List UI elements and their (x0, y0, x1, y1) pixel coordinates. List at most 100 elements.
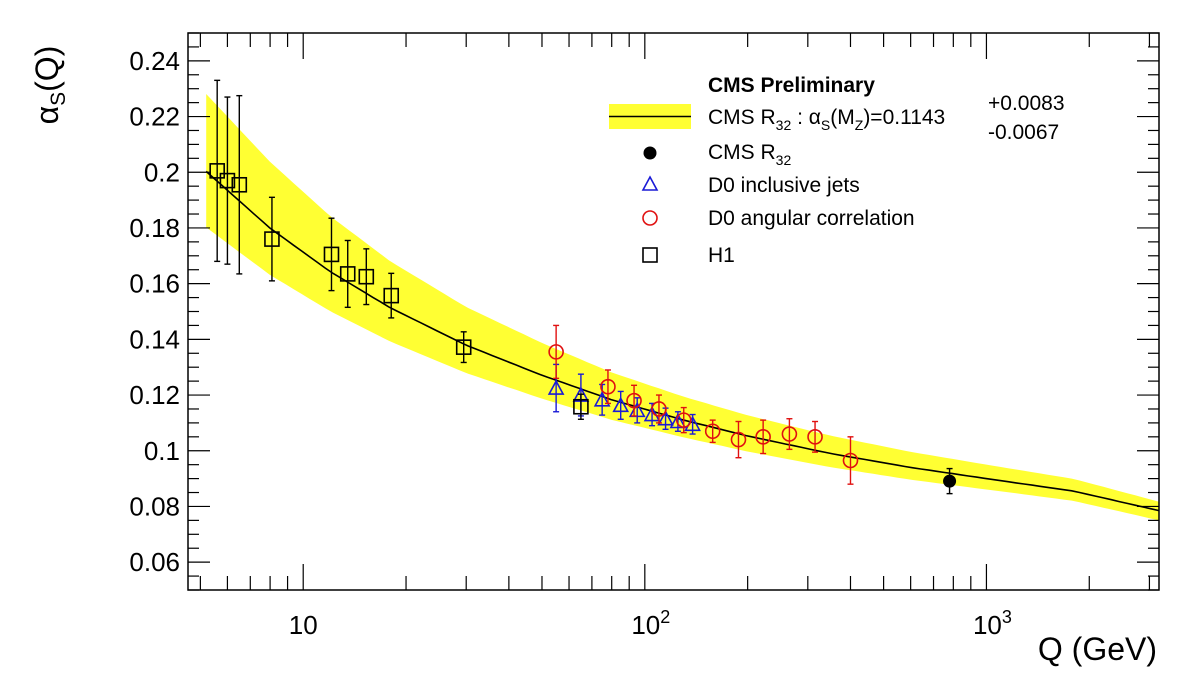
marker-open-square (323, 246, 340, 263)
y-tick-label: 0.08 (129, 491, 180, 521)
marker-open-circle (807, 429, 823, 445)
h1-point (339, 239, 356, 309)
d0-angular-correlation-point (548, 324, 564, 380)
h1-point (264, 196, 280, 282)
fit-uncertainty-band (206, 94, 1159, 521)
marker-triangle (612, 396, 630, 413)
d0-angular-correlation-point (842, 436, 859, 485)
legend-header: CMS Preliminary (708, 74, 875, 97)
legend-fit-err-down: -0.0067 (988, 121, 1059, 144)
marker-open-circle (730, 431, 747, 448)
legend-fit-s: S (821, 117, 830, 133)
d0-angular-correlation-point (730, 420, 747, 459)
marker-open-circle (704, 423, 721, 440)
x-tick-label: 102 (631, 607, 670, 640)
legend-cms-label: CMS R32 (708, 141, 791, 168)
cms-r32-point (943, 467, 957, 495)
marker-open-square (264, 231, 280, 247)
marker-open-circle (626, 392, 642, 409)
legend-cms-sub: 32 (776, 152, 792, 168)
legend-fit-err-up: +0.0083 (988, 92, 1065, 115)
marker-triangle (669, 412, 687, 429)
y-tick-label: 0.24 (129, 46, 180, 76)
cms-r32-series (943, 467, 957, 495)
marker-open-circle (755, 429, 771, 445)
y-tick-label: 0.2 (144, 157, 180, 187)
marker-open-circle (600, 378, 616, 395)
y-tick-label: 0.18 (129, 213, 180, 243)
h1-series (209, 79, 589, 420)
marker-open-square (383, 287, 400, 304)
legend-d0-jets-label: D0 inclusive jets (708, 174, 860, 197)
legend-cms-main: CMS R (708, 141, 776, 164)
legend-fit-mz: (M (830, 106, 855, 129)
h1-point (573, 393, 589, 420)
data-markers-layer (209, 79, 957, 495)
y-axis-title-text: αS(Q) (29, 46, 70, 125)
marker-open-circle (548, 344, 564, 360)
d0-angular-correlation-point (807, 420, 823, 453)
marker-open-circle (842, 452, 859, 469)
marker-triangle (547, 379, 565, 395)
marker-triangle (643, 405, 661, 422)
y-tick-label: 0.12 (129, 380, 180, 410)
marker-open-square (573, 398, 589, 415)
y-tick-label: 0.14 (129, 324, 180, 354)
h1-point (231, 94, 248, 275)
marker-open-square (339, 266, 356, 282)
legend-d0-angular-marker (642, 210, 658, 226)
h1-point (209, 79, 225, 263)
legend: CMS Preliminary CMS R32 : αS(MZ)=0.1143 … (609, 74, 1065, 267)
d0-angular-correlation-point (675, 406, 692, 434)
x-tick-label: 10 (289, 610, 318, 640)
fit-curve-layer (205, 170, 1160, 512)
y-tick-label: 0.22 (129, 102, 180, 132)
legend-fit-z: Z (855, 117, 864, 133)
legend-cms-marker (643, 146, 657, 160)
marker-open-circle (781, 426, 798, 442)
marker-open-square (219, 172, 236, 189)
y-axis-title: αS(Q) (29, 46, 70, 125)
x-axis-title: Q (GeV) (1038, 631, 1157, 667)
legend-fit-label: CMS R32 : αS(MZ)=0.1143 (708, 106, 945, 133)
x-tick-label: 103 (973, 607, 1012, 640)
h1-point (219, 96, 236, 265)
legend-h1-marker (642, 247, 658, 263)
d0-inclusive-jets-point (684, 413, 701, 435)
fit-central-curve (205, 170, 1160, 512)
d0-angular-correlation-point (651, 394, 667, 424)
legend-fit-rest: : α (791, 106, 821, 129)
marker-open-square (358, 268, 375, 285)
marker-open-square (455, 339, 472, 355)
marker-filled-circle (943, 474, 957, 488)
legend-d0-angular-label: D0 angular correlation (708, 207, 915, 230)
y-tick-label: 0.06 (129, 547, 180, 577)
legend-fit-main: CMS R (708, 106, 776, 129)
y-tick-label: 0.1 (144, 436, 180, 466)
legend-d0-jets-marker (641, 175, 659, 191)
legend-fit-sub: 32 (776, 117, 792, 133)
d0-angular-correlation-series (548, 324, 859, 485)
x-axis: 10 102 103 (199, 33, 1151, 640)
marker-triangle (593, 391, 611, 407)
h1-point (323, 217, 340, 292)
d0-angular-correlation-point (781, 418, 798, 451)
d0-angular-correlation-point (626, 384, 642, 417)
d0-inclusive-jets-point (612, 390, 630, 420)
d0-angular-correlation-point (704, 419, 721, 444)
legend-h1-label: H1 (708, 244, 735, 267)
y-tick-label: 0.16 (129, 269, 180, 299)
legend-fit-value: )=0.1143 (863, 106, 945, 129)
d0-angular-correlation-point (755, 419, 771, 455)
d0-angular-correlation-point (600, 369, 616, 405)
marker-triangle (657, 410, 674, 426)
marker-open-square (209, 163, 225, 179)
h1-point (455, 331, 472, 364)
h1-point (383, 272, 400, 319)
marker-open-circle (675, 412, 692, 428)
marker-open-square (231, 176, 248, 193)
fit-uncertainty-band-layer (206, 94, 1159, 521)
marker-open-circle (651, 401, 667, 417)
h1-point (358, 248, 375, 306)
